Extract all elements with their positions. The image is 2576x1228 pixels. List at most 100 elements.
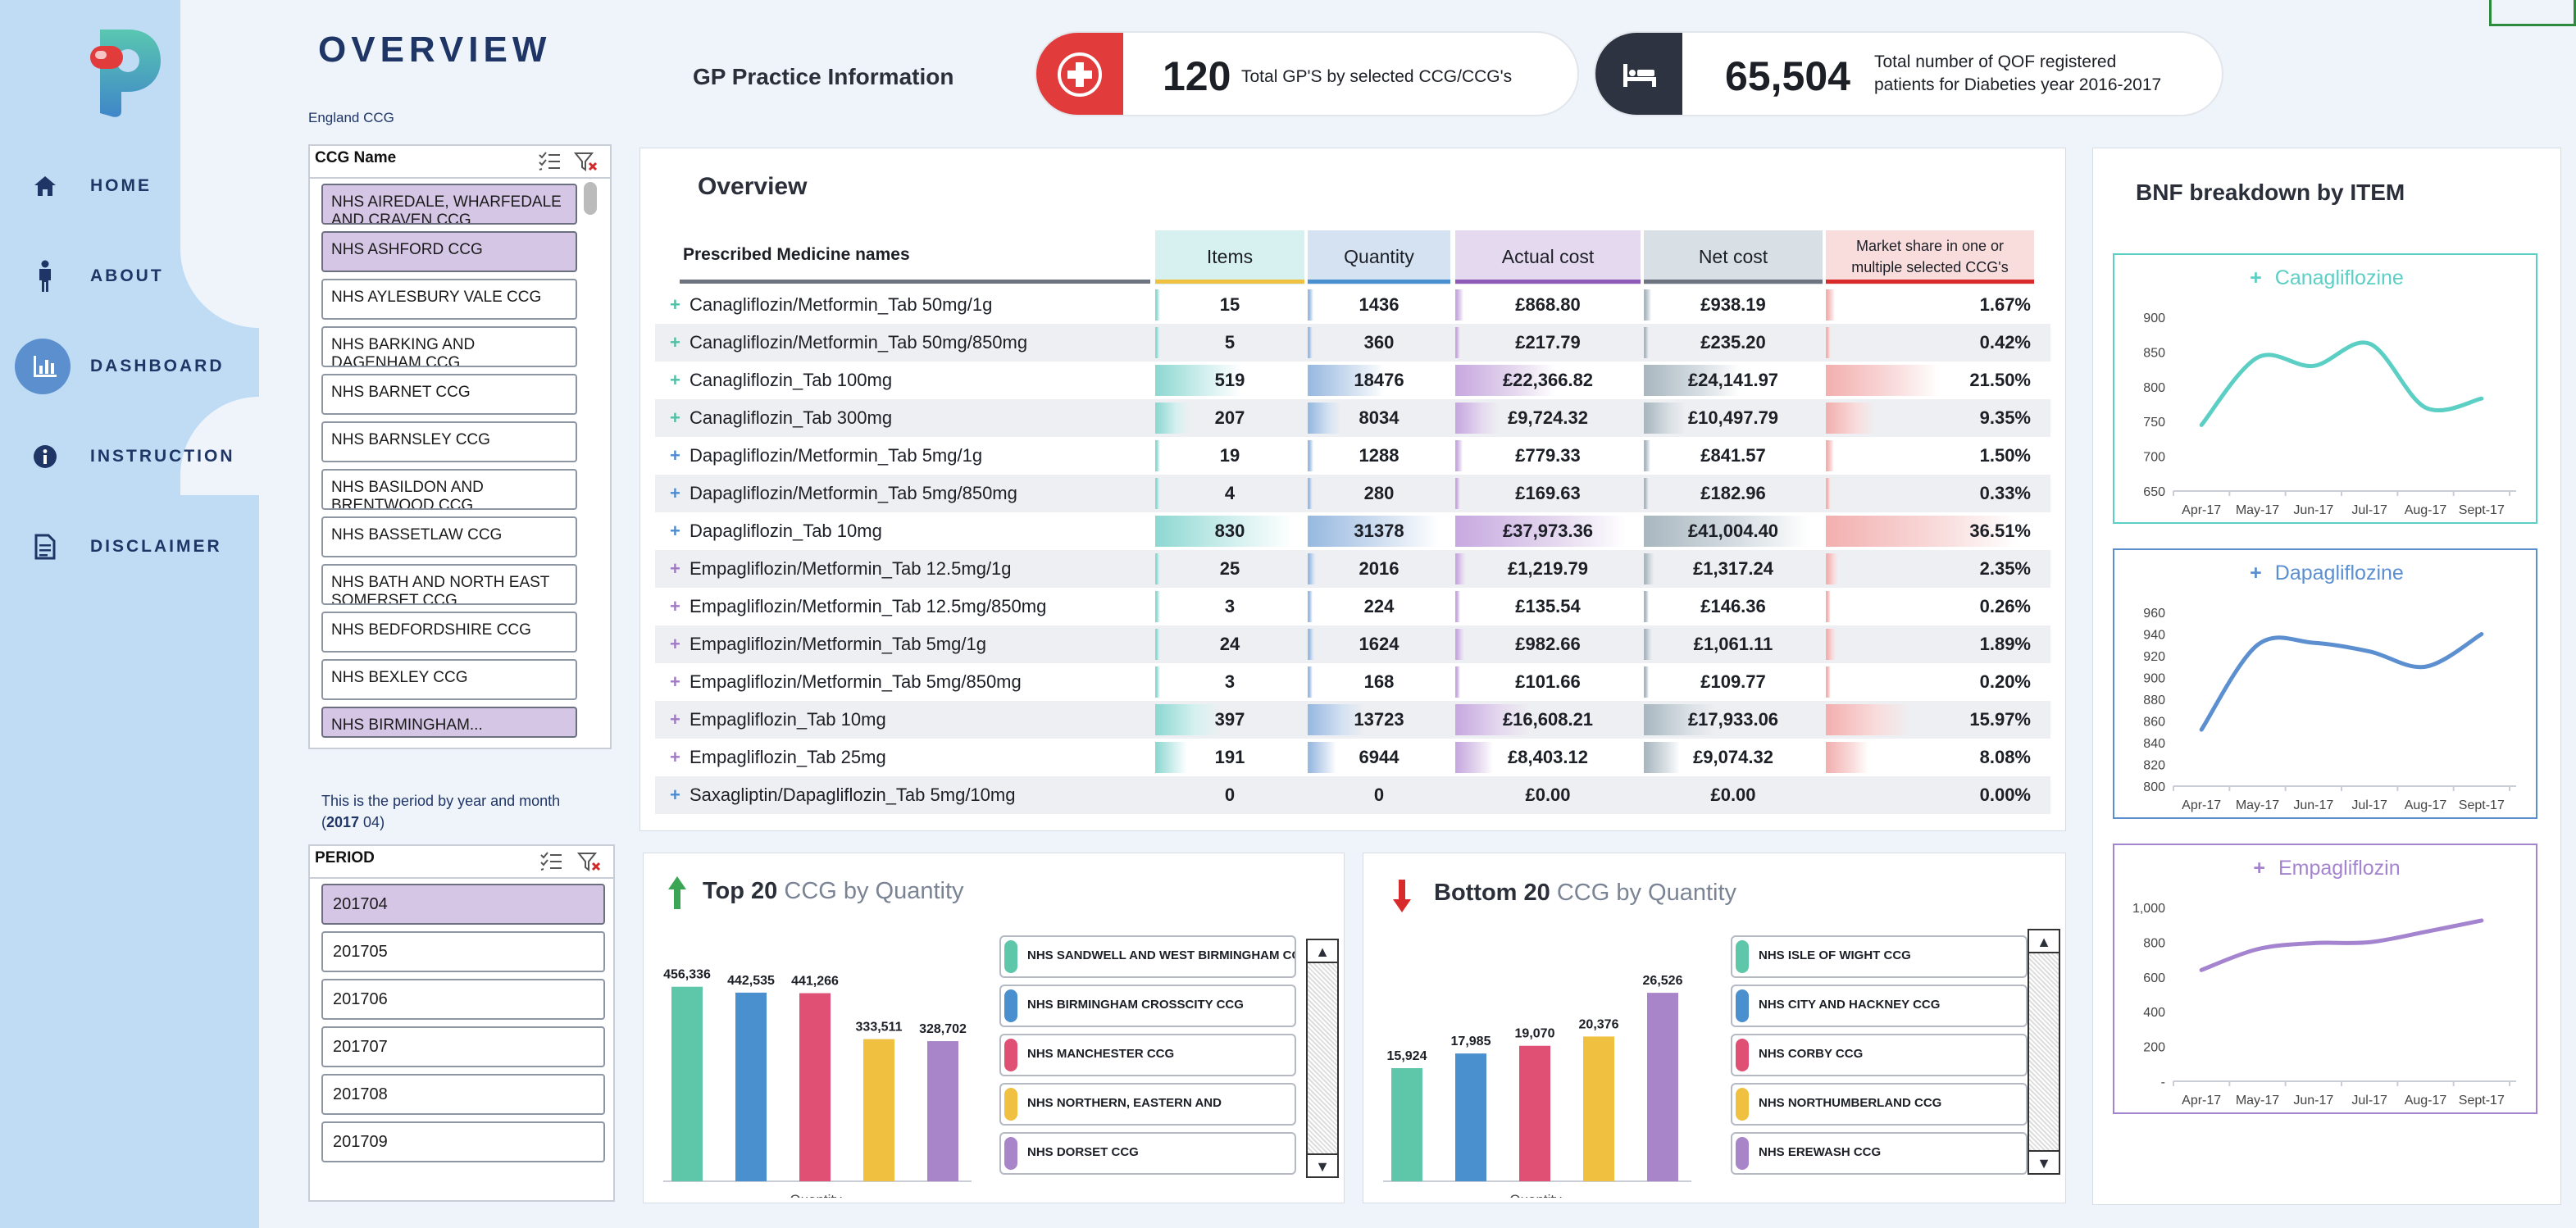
row-actual-cost-databar xyxy=(1455,289,1463,321)
period-slicer-item[interactable]: 201709 xyxy=(321,1121,605,1162)
ccg-slicer-item[interactable]: NHS BATH AND NORTH EAST SOMERSET CCG xyxy=(321,564,577,605)
table-row[interactable]: + Canagliflozin_Tab 100mg 519 18476 £22,366.… xyxy=(655,362,2050,399)
expand-plus-icon[interactable]: + xyxy=(670,671,680,692)
expand-plus-icon[interactable]: + xyxy=(670,634,680,654)
table-row[interactable]: + Canagliflozin_Tab 300mg 207 8034 £9,724.32… xyxy=(655,399,2050,437)
expand-plus-icon[interactable]: + xyxy=(670,747,680,767)
multi-select-icon[interactable] xyxy=(538,151,561,172)
row-quantity-databar xyxy=(1308,289,1313,321)
y-tick-label: 850 xyxy=(2143,346,2165,360)
row-net-cost: £841.57 xyxy=(1700,445,1766,466)
legend-item[interactable]: NHS DORSET CCG xyxy=(999,1132,1296,1175)
table-row[interactable]: + Saxagliptin/Dapagliflozin_Tab 5mg/10mg 0… xyxy=(655,776,2050,814)
nav-item-disclaimer[interactable]: DISCLAIMER xyxy=(0,518,259,575)
expand-plus-icon[interactable]: + xyxy=(670,445,680,466)
table-row[interactable]: + Dapagliflozin_Tab 10mg 830 31378 £37,973.3… xyxy=(655,512,2050,550)
table-row[interactable]: + Canagliflozin/Metformin_Tab 50mg/850mg 5… xyxy=(655,324,2050,362)
period-slicer-item[interactable]: 201705 xyxy=(321,931,605,972)
expand-plus-icon[interactable]: + xyxy=(670,294,680,315)
table-row[interactable]: + Empagliflozin/Metformin_Tab 12.5mg/1g 25… xyxy=(655,550,2050,588)
ccg-slicer-item[interactable]: NHS BIRMINGHAM... xyxy=(321,707,577,738)
legend-item[interactable]: NHS SANDWELL AND WEST BIRMINGHAM CCG xyxy=(999,935,1296,978)
nav-item-home[interactable]: HOME xyxy=(0,157,259,215)
series-line xyxy=(2199,632,2484,732)
app-logo xyxy=(89,26,162,118)
bar[interactable] xyxy=(1583,1036,1614,1181)
nav-item-instruction[interactable]: INSTRUCTION xyxy=(0,428,259,485)
scroll-down-icon[interactable]: ▼ xyxy=(1308,1153,1337,1176)
ccg-slicer-item[interactable]: NHS AIREDALE, WHARFEDALE AND CRAVEN CCG xyxy=(321,184,577,225)
page-title: OVERVIEW xyxy=(318,30,552,70)
ccg-slicer-item[interactable]: NHS ASHFORD CCG xyxy=(321,231,577,272)
bottom20-scrollbar[interactable]: ▲ ▼ xyxy=(2028,929,2060,1175)
bar[interactable] xyxy=(1647,993,1678,1181)
table-row[interactable]: + Empagliflozin_Tab 25mg 191 6944 £8,403.12 £… xyxy=(655,739,2050,776)
expand-plus-icon[interactable]: + xyxy=(670,370,680,390)
top20-card: Top 20 CCG by Quantity 456,336 442,535 441… xyxy=(643,853,1345,1203)
ccg-slicer-item[interactable]: NHS BARNSLEY CCG xyxy=(321,421,577,462)
expand-plus-icon[interactable]: + xyxy=(670,558,680,579)
table-row[interactable]: + Dapagliflozin/Metformin_Tab 5mg/1g 19 128… xyxy=(655,437,2050,475)
table-row[interactable]: + Empagliflozin/Metformin_Tab 5mg/850mg 3 1… xyxy=(655,663,2050,701)
legend-item[interactable]: NHS MANCHESTER CCG xyxy=(999,1034,1296,1076)
expand-plus-icon[interactable]: + xyxy=(670,332,680,352)
legend-item[interactable]: NHS CITY AND HACKNEY CCG xyxy=(1731,985,2028,1027)
period-slicer-item[interactable]: 201707 xyxy=(321,1026,605,1067)
scroll-up-icon[interactable]: ▲ xyxy=(2029,930,2059,953)
bar[interactable] xyxy=(1519,1045,1550,1181)
expand-plus-icon[interactable]: + xyxy=(670,521,680,541)
table-row[interactable]: + Canagliflozin/Metformin_Tab 50mg/1g 15 14… xyxy=(655,286,2050,324)
legend-item[interactable]: NHS NORTHUMBERLAND CCG xyxy=(1731,1083,2028,1126)
scroll-up-icon[interactable]: ▲ xyxy=(1308,940,1337,963)
ccg-slicer-item[interactable]: NHS BARKING AND DAGENHAM CCG xyxy=(321,326,577,367)
ccg-slicer-item[interactable]: NHS BASILDON AND BRENTWOOD CCG xyxy=(321,469,577,510)
ccg-slicer-item[interactable]: NHS AYLESBURY VALE CCG xyxy=(321,279,577,320)
ccg-slicer-item[interactable]: NHS BEXLEY CCG xyxy=(321,659,577,700)
row-medicine-name: + Dapagliflozin/Metformin_Tab 5mg/850mg xyxy=(663,475,1017,512)
legend-item[interactable]: NHS CORBY CCG xyxy=(1731,1034,2028,1076)
table-row[interactable]: + Empagliflozin_Tab 10mg 397 13723 £16,608.2… xyxy=(655,701,2050,739)
clear-filter-icon[interactable] xyxy=(573,151,598,172)
kpi-patients-icon-box xyxy=(1595,33,1682,115)
period-slicer-item[interactable]: 201708 xyxy=(321,1074,605,1115)
table-row[interactable]: + Empagliflozin/Metformin_Tab 5mg/1g 24 162… xyxy=(655,625,2050,663)
row-share: 36.51% xyxy=(1969,521,2031,541)
bar[interactable] xyxy=(799,993,831,1181)
ccg-slicer-item[interactable]: NHS BASSETLAW CCG xyxy=(321,516,577,557)
top20-bar-chart: 456,336 442,535 441,266 333,511 328,702 Quant… xyxy=(663,968,972,1198)
bar[interactable] xyxy=(927,1041,958,1181)
expand-plus-icon[interactable]: + xyxy=(670,483,680,503)
period-slicer-item[interactable]: 201704 xyxy=(321,884,605,925)
legend-item[interactable]: NHS EREWASH CCG xyxy=(1731,1132,2028,1175)
table-row[interactable]: + Dapagliflozin/Metformin_Tab 5mg/850mg 4 2… xyxy=(655,475,2050,512)
expand-plus-icon[interactable]: + xyxy=(670,785,680,805)
nav-item-dashboard[interactable]: DASHBOARD xyxy=(0,338,259,395)
nav-item-about[interactable]: ABOUT xyxy=(0,248,259,305)
legend-item[interactable]: NHS ISLE OF WIGHT CCG xyxy=(1731,935,2028,978)
top20-scrollbar[interactable]: ▲ ▼ xyxy=(1306,939,1339,1178)
y-tick-label: 1,000 xyxy=(2132,902,2165,916)
multi-select-icon[interactable] xyxy=(539,851,562,872)
bar[interactable] xyxy=(1455,1053,1486,1181)
legend-item[interactable]: NHS NORTHERN, EASTERN AND xyxy=(999,1083,1296,1126)
bar[interactable] xyxy=(1391,1067,1422,1181)
ccg-slicer-item[interactable]: NHS BARNET CCG xyxy=(321,374,577,415)
ccg-slicer-item[interactable]: NHS BEDFORDSHIRE CCG xyxy=(321,612,577,653)
expand-plus-icon[interactable]: + xyxy=(670,709,680,730)
bar[interactable] xyxy=(735,992,767,1181)
corner-box xyxy=(2489,0,2576,26)
table-row[interactable]: + Empagliflozin/Metformin_Tab 12.5mg/850m… xyxy=(655,588,2050,625)
bar[interactable] xyxy=(671,986,703,1181)
legend-item[interactable]: NHS BIRMINGHAM CROSSCITY CCG xyxy=(999,985,1296,1027)
expand-plus-icon[interactable]: + xyxy=(670,407,680,428)
expand-plus-icon[interactable]: + xyxy=(670,596,680,616)
row-medicine-name: + Empagliflozin_Tab 10mg xyxy=(663,701,886,739)
period-slicer-item[interactable]: 201706 xyxy=(321,979,605,1020)
row-net-cost-databar xyxy=(1644,289,1651,321)
scroll-down-icon[interactable]: ▼ xyxy=(2029,1150,2059,1173)
bar[interactable] xyxy=(863,1039,894,1181)
row-net-cost: £1,317.24 xyxy=(1693,558,1773,579)
row-share-databar xyxy=(1826,742,1868,773)
ccg-slicer-scrollbar[interactable] xyxy=(584,182,597,215)
clear-filter-icon[interactable] xyxy=(576,851,602,872)
